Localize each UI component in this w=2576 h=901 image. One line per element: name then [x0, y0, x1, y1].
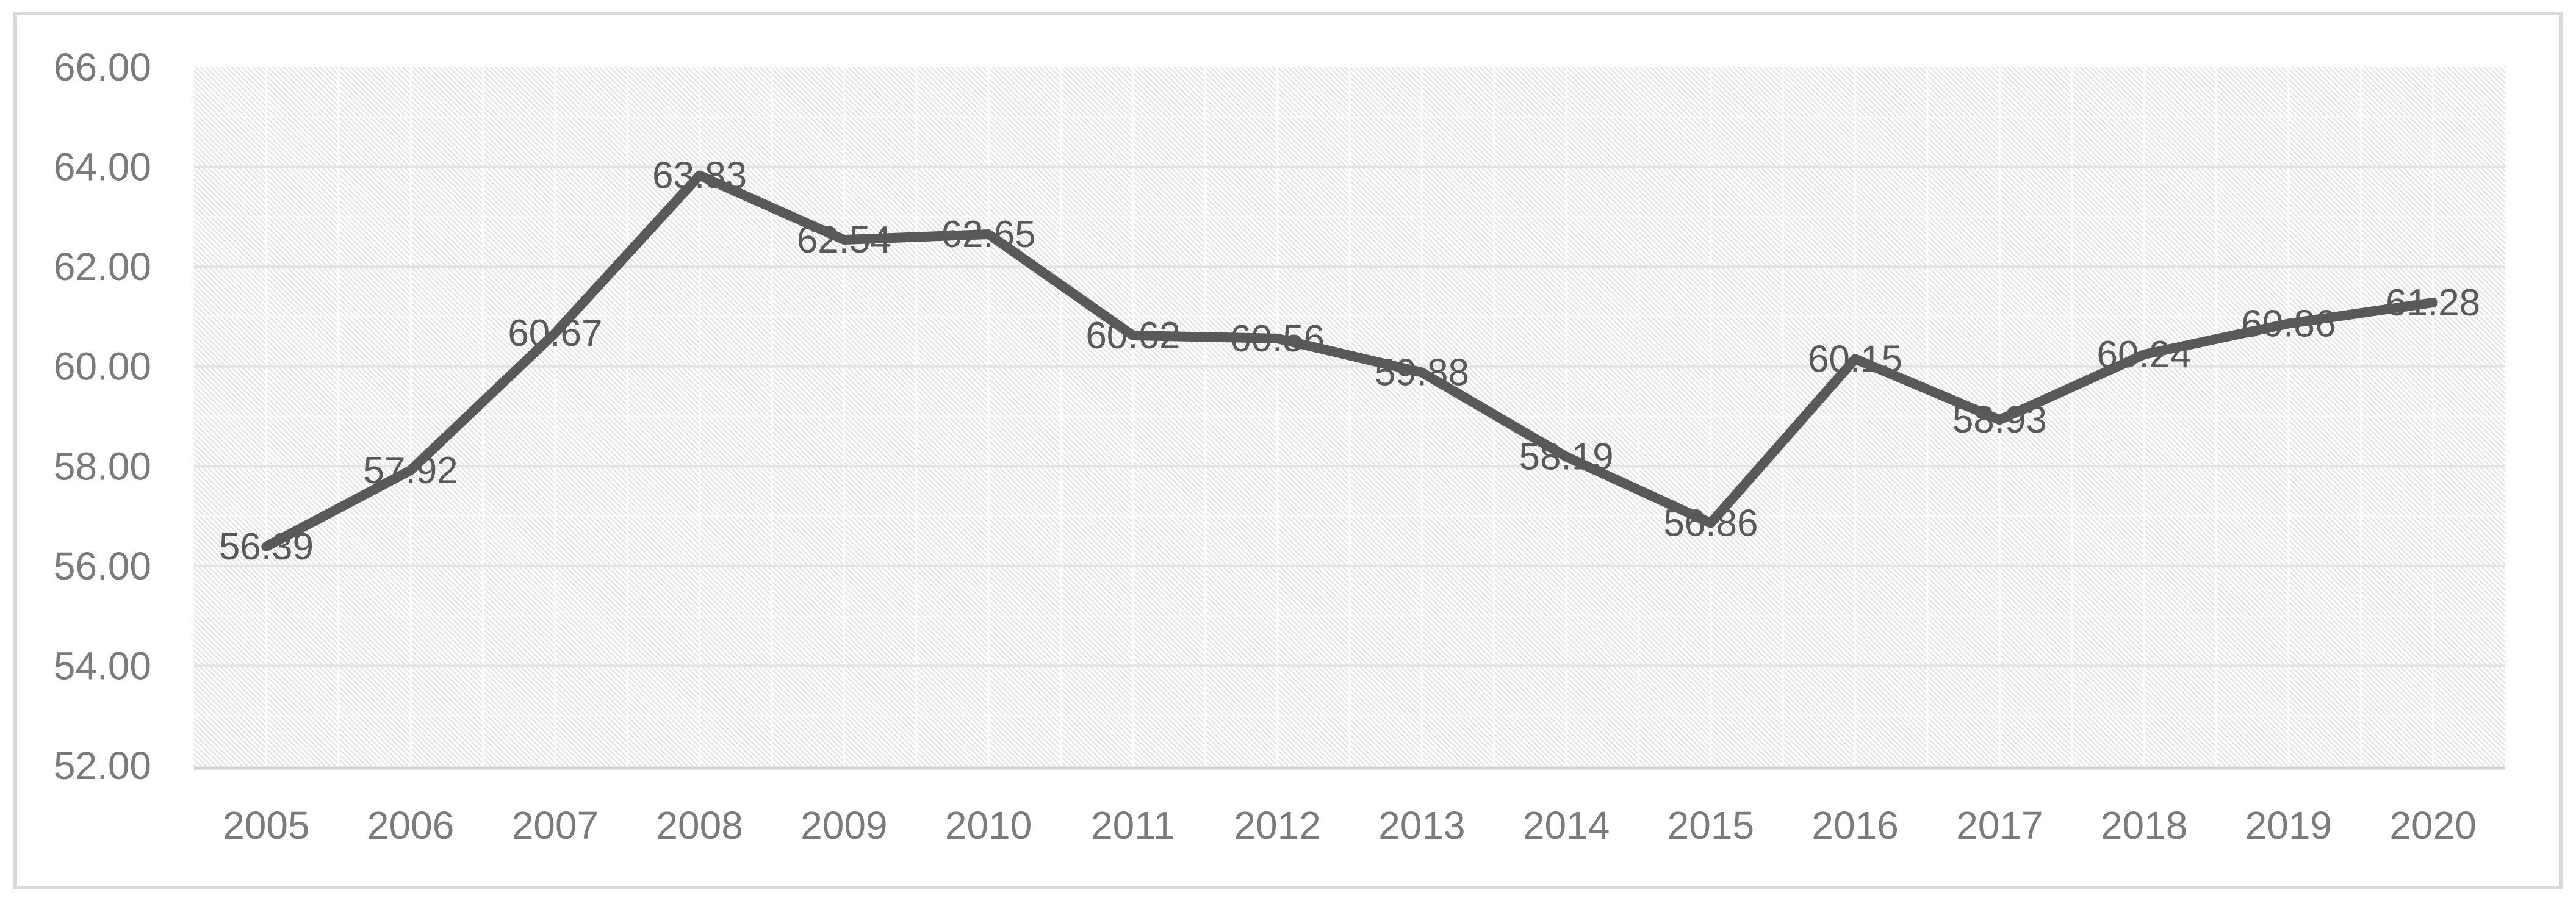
- data-label: 60.56: [1230, 318, 1325, 360]
- tick-label-layer: 66.00 64.00 62.00 60.00 58.00 56.00 54.00 52.00…: [54, 45, 2477, 847]
- data-label: 62.65: [941, 214, 1036, 256]
- x-tick-label: 2007: [512, 803, 599, 847]
- x-tick-label: 2014: [1523, 803, 1610, 847]
- series-layer: [261, 170, 2438, 551]
- data-label: 56.86: [1663, 503, 1758, 545]
- x-tick-label: 2011: [1091, 803, 1175, 847]
- y-tick-label: 58.00: [54, 444, 151, 488]
- y-tick-label: 54.00: [54, 644, 151, 687]
- data-label: 56.39: [219, 526, 314, 568]
- y-tick-label: 56.00: [54, 544, 151, 588]
- y-tick-label: 52.00: [54, 744, 151, 788]
- y-tick-label: 64.00: [54, 145, 151, 189]
- data-label: 62.54: [797, 219, 891, 261]
- x-tick-label: 2009: [801, 803, 887, 847]
- gridline-layer: [194, 67, 2505, 766]
- data-label: 61.28: [2386, 282, 2480, 324]
- data-label-layer: 56.39 57.92 60.67 63.83 62.54 62.65 60.62 60.56…: [219, 155, 2480, 569]
- data-label: 58.93: [1952, 399, 2047, 441]
- y-tick-label: 66.00: [54, 45, 151, 89]
- data-label: 58.19: [1519, 436, 1614, 478]
- x-tick-label: 2008: [656, 803, 743, 847]
- y-tick-label: 60.00: [54, 345, 151, 389]
- data-label: 63.83: [652, 155, 747, 197]
- data-label: 60.24: [2097, 334, 2192, 376]
- x-tick-label: 2015: [1668, 803, 1754, 847]
- x-tick-label: 2010: [945, 803, 1032, 847]
- data-label: 60.86: [2241, 303, 2336, 345]
- data-label: 59.88: [1375, 352, 1469, 394]
- x-tick-label: 2017: [1956, 803, 2043, 847]
- x-tick-label: 2005: [223, 803, 309, 847]
- data-label: 60.62: [1085, 315, 1180, 357]
- y-tick-label: 62.00: [54, 245, 151, 289]
- data-label: 60.15: [1808, 338, 1902, 380]
- x-tick-label: 2020: [2389, 803, 2476, 847]
- x-tick-label: 2016: [1811, 803, 1898, 847]
- series-line: [261, 170, 2438, 551]
- x-tick-label: 2018: [2101, 803, 2187, 847]
- x-tick-label: 2012: [1234, 803, 1320, 847]
- data-label: 60.67: [508, 312, 602, 354]
- x-tick-label: 2019: [2245, 803, 2332, 847]
- data-label: 57.92: [364, 450, 458, 492]
- x-tick-label: 2006: [367, 803, 454, 847]
- x-tick-label: 2013: [1378, 803, 1465, 847]
